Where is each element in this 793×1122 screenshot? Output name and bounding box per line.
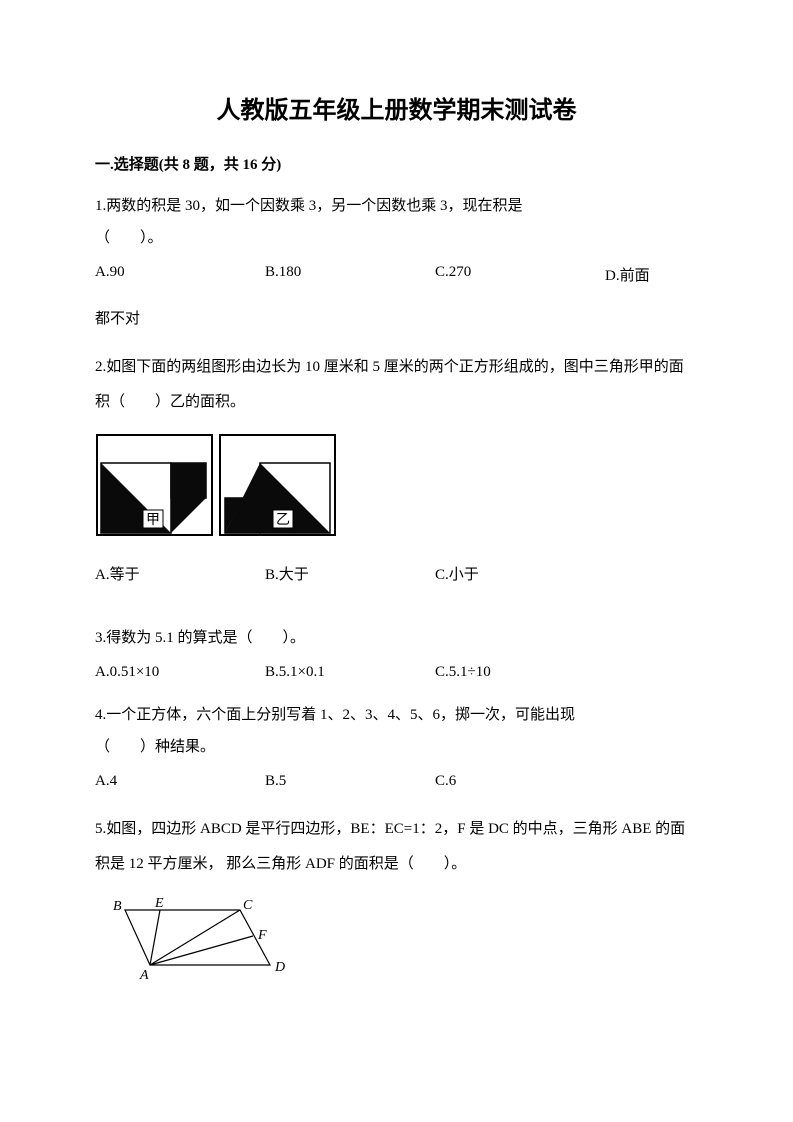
q5-text: 5.如图，四边形 ABCD 是平行四边形，BE：EC=1：2，F 是 DC 的中… (95, 812, 698, 881)
q2-figure: 甲 乙 (95, 433, 698, 543)
q3-option-b: B.5.1×0.1 (265, 664, 435, 681)
q1-text: 1.两数的积是 30，如一个因数乘 3，另一个因数也乘 3，现在积是 (95, 194, 698, 218)
q3-text: 3.得数为 5.1 的算式是（ ）。 (95, 626, 698, 650)
q5-figure: B E C F A D (95, 895, 698, 995)
svg-text:D: D (274, 960, 285, 975)
q4-text2: （ ）种结果。 (95, 735, 698, 759)
svg-text:B: B (113, 899, 122, 914)
svg-text:甲: 甲 (146, 513, 160, 528)
q1-options: A.90 B.180 C.270 D.前面 (95, 264, 698, 285)
q1-option-c: C.270 (435, 264, 605, 285)
q4-options: A.4 B.5 C.6 (95, 773, 698, 790)
q1-option-b: B.180 (265, 264, 435, 285)
q3-option-c: C.5.1÷10 (435, 664, 605, 681)
svg-text:F: F (257, 928, 267, 943)
page-title: 人教版五年级上册数学期末测试卷 (95, 90, 698, 125)
q3-option-a: A.0.51×10 (95, 664, 265, 681)
q4-option-a: A.4 (95, 773, 265, 790)
q1-tail: 都不对 (95, 307, 698, 328)
q1-option-a: A.90 (95, 264, 265, 285)
svg-text:乙: 乙 (276, 512, 290, 528)
q1-text2: （ ）。 (95, 226, 698, 250)
q2-option-c: C.小于 (435, 563, 605, 584)
q2-options: A.等于 B.大于 C.小于 (95, 563, 698, 584)
svg-text:C: C (243, 898, 253, 913)
q2-option-b: B.大于 (265, 563, 435, 584)
svg-text:E: E (154, 896, 164, 911)
q1-option-d: D.前面 (605, 264, 650, 285)
q4-text: 4.一个正方体，六个面上分别写着 1、2、3、4、5、6，掷一次，可能出现 (95, 703, 698, 727)
q2-text: 2.如图下面的两组图形由边长为 10 厘米和 5 厘米的两个正方形组成的，图中三… (95, 350, 698, 419)
q3-options: A.0.51×10 B.5.1×0.1 C.5.1÷10 (95, 664, 698, 681)
svg-text:A: A (139, 968, 149, 983)
q4-option-c: C.6 (435, 773, 605, 790)
section-header: 一.选择题(共 8 题，共 16 分) (95, 153, 698, 174)
q2-option-a: A.等于 (95, 563, 265, 584)
q4-option-b: B.5 (265, 773, 435, 790)
